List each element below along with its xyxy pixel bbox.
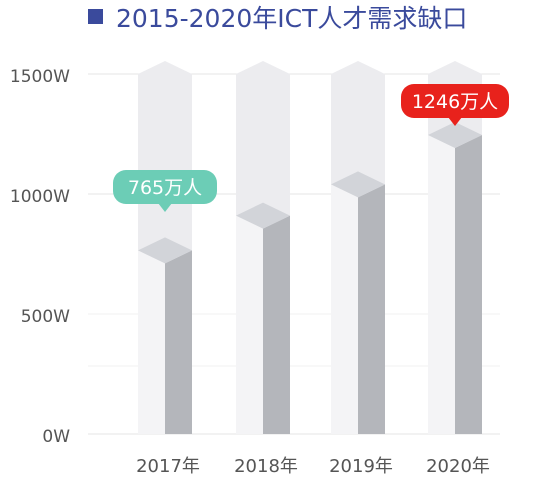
- bar-top-cap: [236, 202, 290, 229]
- bar-front-face: [138, 250, 165, 434]
- y-tick-label: 0W: [42, 427, 70, 447]
- bar-group: [138, 61, 192, 434]
- y-tick-label: 1000W: [10, 187, 70, 207]
- callout-bubble: [113, 170, 217, 204]
- bars: [138, 61, 482, 434]
- x-tick-label: 2018年: [234, 456, 298, 477]
- x-tick-label: 2020年: [426, 456, 490, 477]
- x-axis: 2017年 2018年 2019年 2020年: [136, 456, 490, 477]
- callout-text: 765万人: [128, 177, 202, 199]
- bar-side-face: [358, 184, 385, 434]
- bar-front-face: [428, 134, 455, 434]
- y-tick-label: 1500W: [10, 67, 70, 87]
- value-callout: 1246万人: [401, 84, 509, 126]
- callout-text: 1246万人: [412, 91, 498, 113]
- chart-title: 2015-2020年ICT人才需求缺口: [116, 4, 467, 33]
- callout-bubble: [401, 84, 509, 118]
- bar-top-cap: [428, 121, 482, 148]
- bar-side-face: [455, 134, 482, 434]
- bar-side-face: [165, 250, 192, 434]
- x-tick-label: 2017年: [136, 456, 200, 477]
- value-callout: 765万人: [113, 170, 217, 212]
- chart-header: 2015-2020年ICT人才需求缺口: [88, 4, 467, 33]
- callout-pointer: [448, 117, 462, 126]
- bar-front-face: [331, 184, 358, 434]
- bar-side-face: [263, 215, 290, 434]
- callout-pointer: [158, 203, 172, 212]
- bar-front-face: [236, 215, 263, 434]
- bar-top-cap: [138, 237, 192, 264]
- title-marker-square: [88, 9, 103, 24]
- bar-group: [428, 61, 482, 434]
- bar-group: [236, 61, 290, 434]
- y-axis: 0W 500W 1000W 1500W: [10, 67, 70, 447]
- value-callouts: 765万人 1246万人: [113, 84, 509, 212]
- bar-top-cap: [331, 171, 385, 198]
- y-tick-label: 500W: [21, 307, 70, 327]
- x-tick-label: 2019年: [329, 456, 393, 477]
- bar-group: [331, 61, 385, 434]
